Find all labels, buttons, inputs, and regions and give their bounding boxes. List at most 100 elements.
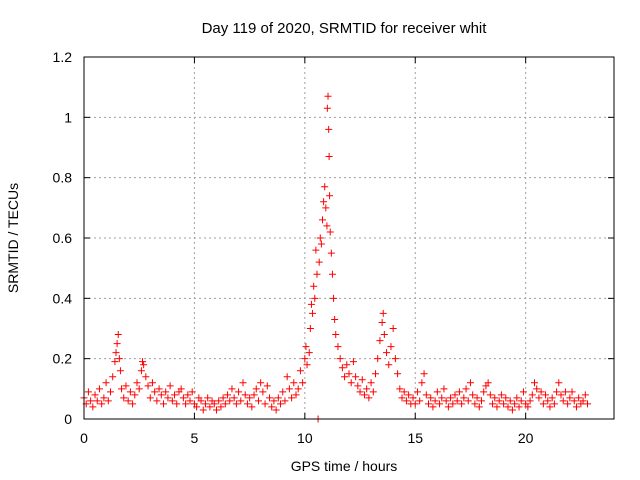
data-point: [122, 382, 130, 390]
data-point: [449, 400, 457, 408]
data-point: [330, 294, 338, 302]
data-point: [334, 343, 342, 351]
data-point: [453, 397, 461, 405]
data-point: [313, 270, 321, 278]
data-point: [144, 382, 152, 390]
data-point: [131, 391, 139, 399]
data-point: [374, 355, 382, 363]
data-point: [197, 397, 205, 405]
data-point: [493, 403, 501, 411]
data-point: [322, 204, 330, 212]
data-point: [129, 400, 137, 408]
data-point: [365, 394, 373, 402]
data-point: [204, 394, 212, 402]
data-point: [320, 198, 328, 206]
data-point: [537, 388, 545, 396]
y-tick-label: 1: [64, 109, 72, 125]
data-point: [475, 403, 483, 411]
y-tick-label: 0.4: [53, 290, 73, 306]
data-point: [268, 403, 276, 411]
data-point: [420, 370, 428, 378]
data-point: [114, 331, 122, 339]
data-point: [126, 388, 134, 396]
data-point: [305, 349, 313, 357]
data-point: [484, 379, 492, 387]
data-point: [425, 400, 432, 408]
data-point: [266, 394, 273, 402]
data-point: [553, 388, 561, 396]
data-point: [239, 379, 247, 387]
data-point: [367, 379, 375, 387]
data-point: [544, 397, 552, 405]
data-point: [302, 343, 310, 351]
data-point: [290, 379, 298, 387]
data-point: [486, 391, 494, 399]
data-point: [363, 385, 371, 393]
data-points: [80, 92, 591, 423]
data-point: [270, 397, 278, 405]
data-point: [376, 337, 384, 345]
data-point: [116, 367, 124, 375]
data-point: [224, 391, 232, 399]
data-point: [451, 391, 459, 399]
data-point: [433, 388, 441, 396]
data-point: [309, 309, 317, 317]
data-point: [387, 343, 395, 351]
data-point: [277, 400, 285, 408]
data-point: [360, 391, 368, 399]
x-tick-label: 20: [518, 430, 534, 446]
data-point: [325, 125, 333, 133]
data-point: [462, 385, 470, 393]
data-point: [416, 397, 424, 405]
data-point: [261, 400, 269, 408]
data-point: [400, 388, 408, 396]
data-point: [444, 403, 452, 411]
data-point: [115, 355, 123, 363]
data-point: [546, 403, 554, 411]
data-point: [506, 397, 514, 405]
data-point: [160, 400, 167, 408]
data-point: [102, 379, 110, 387]
data-point: [379, 309, 387, 317]
data-point: [272, 406, 280, 414]
data-point: [519, 388, 527, 396]
data-point: [389, 325, 397, 332]
data-point: [135, 385, 143, 393]
data-point: [427, 394, 435, 402]
data-point: [281, 397, 289, 405]
data-point: [524, 403, 532, 411]
data-point: [324, 92, 332, 100]
data-point: [312, 246, 320, 254]
data-point: [480, 388, 488, 396]
data-point: [166, 382, 174, 390]
data-point: [157, 391, 165, 399]
data-point: [336, 355, 344, 363]
data-point: [508, 406, 516, 414]
data-point: [173, 400, 181, 408]
data-point: [146, 394, 154, 402]
data-point: [502, 394, 510, 402]
data-point: [319, 216, 326, 224]
data-point: [328, 270, 336, 278]
data-point: [201, 400, 209, 408]
data-point: [303, 361, 311, 369]
data-point: [513, 394, 521, 402]
data-point: [343, 361, 351, 369]
data-point: [137, 367, 145, 375]
data-point: [237, 397, 245, 405]
data-point: [248, 403, 256, 411]
data-point: [570, 397, 578, 405]
data-point: [438, 394, 446, 402]
y-tick-label: 0: [64, 411, 72, 427]
data-point: [140, 361, 148, 369]
data-point: [279, 388, 287, 396]
data-point: [352, 373, 360, 381]
data-point: [564, 400, 572, 408]
data-point: [243, 400, 251, 408]
data-point: [469, 391, 477, 399]
axis-ticks: 0 5 10 15 20 0 0.2 0.4 0.6 0.8 1 1.2: [53, 49, 614, 446]
data-point: [548, 394, 556, 402]
data-point: [533, 385, 541, 393]
data-point: [383, 349, 391, 357]
x-tick-label: 0: [80, 430, 88, 446]
